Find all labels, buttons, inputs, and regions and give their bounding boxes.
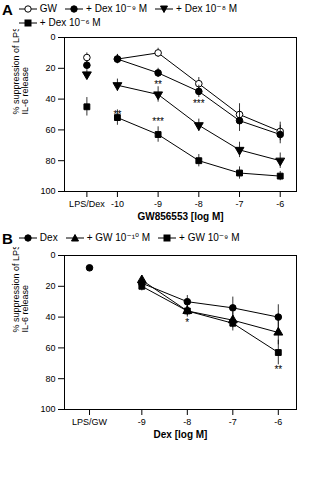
html-text:Dex: Dex: [39, 232, 58, 243]
svg-text:***: ***: [193, 98, 205, 109]
svg-text:-8: -8: [195, 199, 203, 209]
html-text:B: B: [2, 230, 13, 247]
svg-text:40: 40: [45, 94, 55, 104]
svg-text:60: 60: [45, 343, 55, 353]
svg-text:40: 40: [45, 312, 55, 322]
svg-text:**: **: [154, 79, 162, 90]
html-text:A: A: [2, 1, 13, 18]
svg-text:***: ***: [152, 116, 164, 127]
svg-text:Dex [log M]: Dex [log M]: [154, 429, 208, 440]
html-text:GW: GW: [39, 3, 58, 14]
svg-text:20: 20: [45, 281, 55, 291]
svg-text:60: 60: [45, 125, 55, 135]
svg-text:-8: -8: [183, 417, 191, 427]
svg-text:0: 0: [50, 250, 55, 260]
svg-text:100: 100: [40, 404, 55, 414]
svg-text:-9: -9: [154, 199, 162, 209]
svg-text:**: **: [274, 364, 282, 375]
svg-text:-7: -7: [229, 417, 237, 427]
html-text:+ GW 10⁻¹⁰ M: + GW 10⁻¹⁰ M: [86, 232, 151, 243]
svg-text:-6: -6: [274, 417, 282, 427]
svg-text:-6: -6: [276, 199, 284, 209]
svg-text:LPS/Dex: LPS/Dex: [69, 199, 105, 209]
svg-text:20: 20: [45, 63, 55, 73]
svg-text:0: 0: [50, 32, 55, 42]
html-text:+ Dex 10⁻⁶ M: + Dex 10⁻⁶ M: [39, 17, 101, 28]
html-text:+ Dex 10⁻⁹ M: + Dex 10⁻⁹ M: [86, 3, 147, 14]
svg-text:% suppression of LPS-inducedIL: % suppression of LPS-inducedIL-6 release: [11, 29, 30, 115]
svg-text:-10: -10: [111, 199, 124, 209]
svg-text:-7: -7: [236, 199, 244, 209]
svg-text:100: 100: [40, 186, 55, 196]
svg-text:% suppression of LPS-inducedIL: % suppression of LPS-inducedIL-6 release: [11, 247, 30, 333]
html-text:+ GW 10⁻⁹ M: + GW 10⁻⁹ M: [179, 232, 240, 243]
svg-text:80: 80: [45, 156, 55, 166]
svg-text:-9: -9: [138, 417, 146, 427]
svg-text:LPS/GW: LPS/GW: [72, 417, 108, 427]
svg-text:GW856553 [log M]: GW856553 [log M]: [137, 211, 223, 222]
svg-text:**: **: [114, 109, 122, 120]
svg-text:80: 80: [45, 374, 55, 384]
svg-text:*: *: [185, 317, 189, 328]
html-text:+ Dex 10⁻⁸ M: + Dex 10⁻⁸ M: [176, 3, 237, 14]
